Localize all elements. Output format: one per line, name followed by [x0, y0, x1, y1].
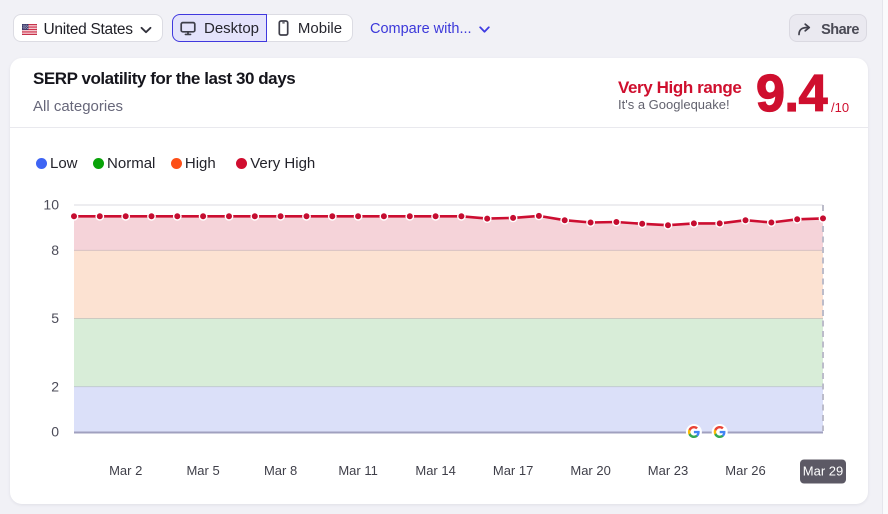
svg-text:Mar 26: Mar 26 — [725, 463, 765, 478]
svg-text:Mar 11: Mar 11 — [338, 463, 378, 478]
svg-text:0: 0 — [51, 424, 59, 440]
svg-text:10: 10 — [43, 197, 59, 213]
svg-text:Mar 8: Mar 8 — [264, 463, 297, 478]
svg-text:2: 2 — [51, 378, 59, 394]
svg-text:Mar 14: Mar 14 — [415, 463, 455, 478]
svg-text:Mar 2: Mar 2 — [109, 463, 142, 478]
svg-text:5: 5 — [51, 310, 59, 326]
svg-text:Mar 20: Mar 20 — [570, 463, 610, 478]
svg-text:Mar 17: Mar 17 — [493, 463, 533, 478]
svg-text:Mar 29: Mar 29 — [803, 464, 843, 479]
svg-text:Mar 23: Mar 23 — [648, 463, 688, 478]
svg-text:Mar 5: Mar 5 — [186, 463, 219, 478]
svg-text:8: 8 — [51, 242, 59, 258]
